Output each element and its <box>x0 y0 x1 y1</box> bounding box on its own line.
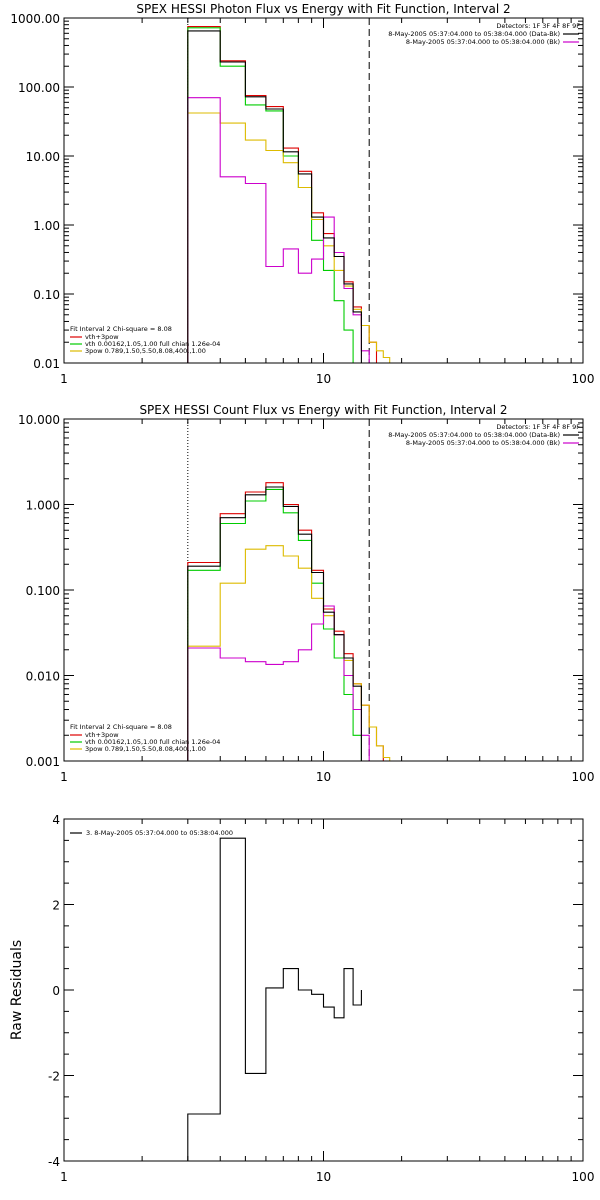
plot-frame <box>63 818 584 1162</box>
x-tick-label: 100 <box>572 1170 595 1184</box>
y-tick-label: 0.010 <box>26 670 60 684</box>
legend-fit-entry: vth+3pow <box>85 333 119 341</box>
series-total-line <box>187 837 362 1161</box>
legend-right-entry: Detectors: 1F 3F 4F 8F 9F <box>496 423 580 431</box>
y-axis-label: Raw Residuals <box>9 940 25 1040</box>
legend-right-entry: Detectors: 1F 3F 4F 8F 9F <box>496 22 580 30</box>
y-tick-label: 1.00 <box>33 219 60 233</box>
y-tick-label: 10.000 <box>18 413 60 427</box>
y-tick-label: 1.000 <box>26 499 60 513</box>
x-tick-label: 1 <box>60 770 68 784</box>
y-tick-label: 10.00 <box>26 150 60 164</box>
legend-right-entry: 8-May-2005 05:37:04.000 to 05:38:04.000 … <box>388 431 560 439</box>
x-tick-label: 10 <box>316 770 331 784</box>
y-tick-label: 2 <box>52 899 60 913</box>
x-tick-label: 1 <box>60 372 68 386</box>
chart-panel-1: SPEX HESSI Photon Flux vs Energy with Fi… <box>10 2 594 386</box>
y-tick-label: 0.10 <box>33 288 60 302</box>
y-tick-label: 0 <box>52 984 60 998</box>
legend-fit-entry: vth 0.00162,1.05,1.00 full chian 1.26e-0… <box>85 738 220 746</box>
plot-frame <box>63 17 584 364</box>
legend-fit-entry: vth 0.00162,1.05,1.00 full chian 1.26e-0… <box>85 340 220 348</box>
y-tick-label: 0.001 <box>26 755 60 769</box>
chart-title: SPEX HESSI Photon Flux vs Energy with Fi… <box>136 2 510 16</box>
series-vth_spex-line <box>187 482 384 761</box>
chart-title: SPEX HESSI Count Flux vs Energy with Fit… <box>139 403 507 417</box>
legend-right-entry: 8-May-2005 05:37:04.000 to 05:38:04.000 … <box>406 439 560 447</box>
legend-fit-entry: vth+3pow <box>85 731 119 739</box>
series-total-line <box>187 486 362 761</box>
axis-ticks <box>63 818 584 1162</box>
y-tick-label: 100.00 <box>18 81 60 95</box>
series-vth-line <box>187 27 370 363</box>
legend-fit-header: Fit Interval 2 Chi-square = 8.08 <box>70 325 172 333</box>
chart-panel-3: 1 10 100 -4 -2 0 2 4 Raw Residuals 3. 8-May-2005 … <box>9 813 594 1184</box>
y-tick-label: 4 <box>52 813 60 827</box>
series-bk-line <box>187 97 370 363</box>
y-tick-label: -4 <box>48 1155 60 1169</box>
series-total-line <box>187 30 362 363</box>
legend-fit-entry: 3pow 0.789,1.50,5.50,8.08,400.,1.00 <box>85 745 206 753</box>
legend-entry: 3. 8-May-2005 05:37:04.000 to 05:38:04.0… <box>86 829 233 837</box>
series-vth-line <box>187 488 370 761</box>
legend-right-entry: 8-May-2005 05:37:04.000 to 05:38:04.000 … <box>406 38 560 46</box>
series-bk-line <box>187 605 370 761</box>
x-tick-label: 10 <box>316 372 331 386</box>
chart-panel-2: SPEX HESSI Count Flux vs Energy with Fit… <box>18 403 594 784</box>
legend-fit-entry: 3pow 0.789,1.50,5.50,8.08,400.,1.00 <box>85 347 206 355</box>
y-tick-label: 0.01 <box>33 357 60 371</box>
legend-right-entry: 8-May-2005 05:37:04.000 to 05:38:04.000 … <box>388 30 560 38</box>
y-tick-label: -2 <box>48 1070 60 1084</box>
axis-ticks <box>63 17 584 364</box>
x-tick-label: 1 <box>60 1170 68 1184</box>
series-vth_spex-line <box>187 26 378 363</box>
y-tick-label: 1000.00 <box>10 12 60 26</box>
legend-fit-header: Fit Interval 2 Chi-square = 8.08 <box>70 723 172 731</box>
x-tick-label: 100 <box>572 372 595 386</box>
x-tick-label: 100 <box>572 770 595 784</box>
y-tick-label: 0.100 <box>26 584 60 598</box>
plot-frame <box>63 418 584 762</box>
x-tick-label: 10 <box>316 1170 331 1184</box>
